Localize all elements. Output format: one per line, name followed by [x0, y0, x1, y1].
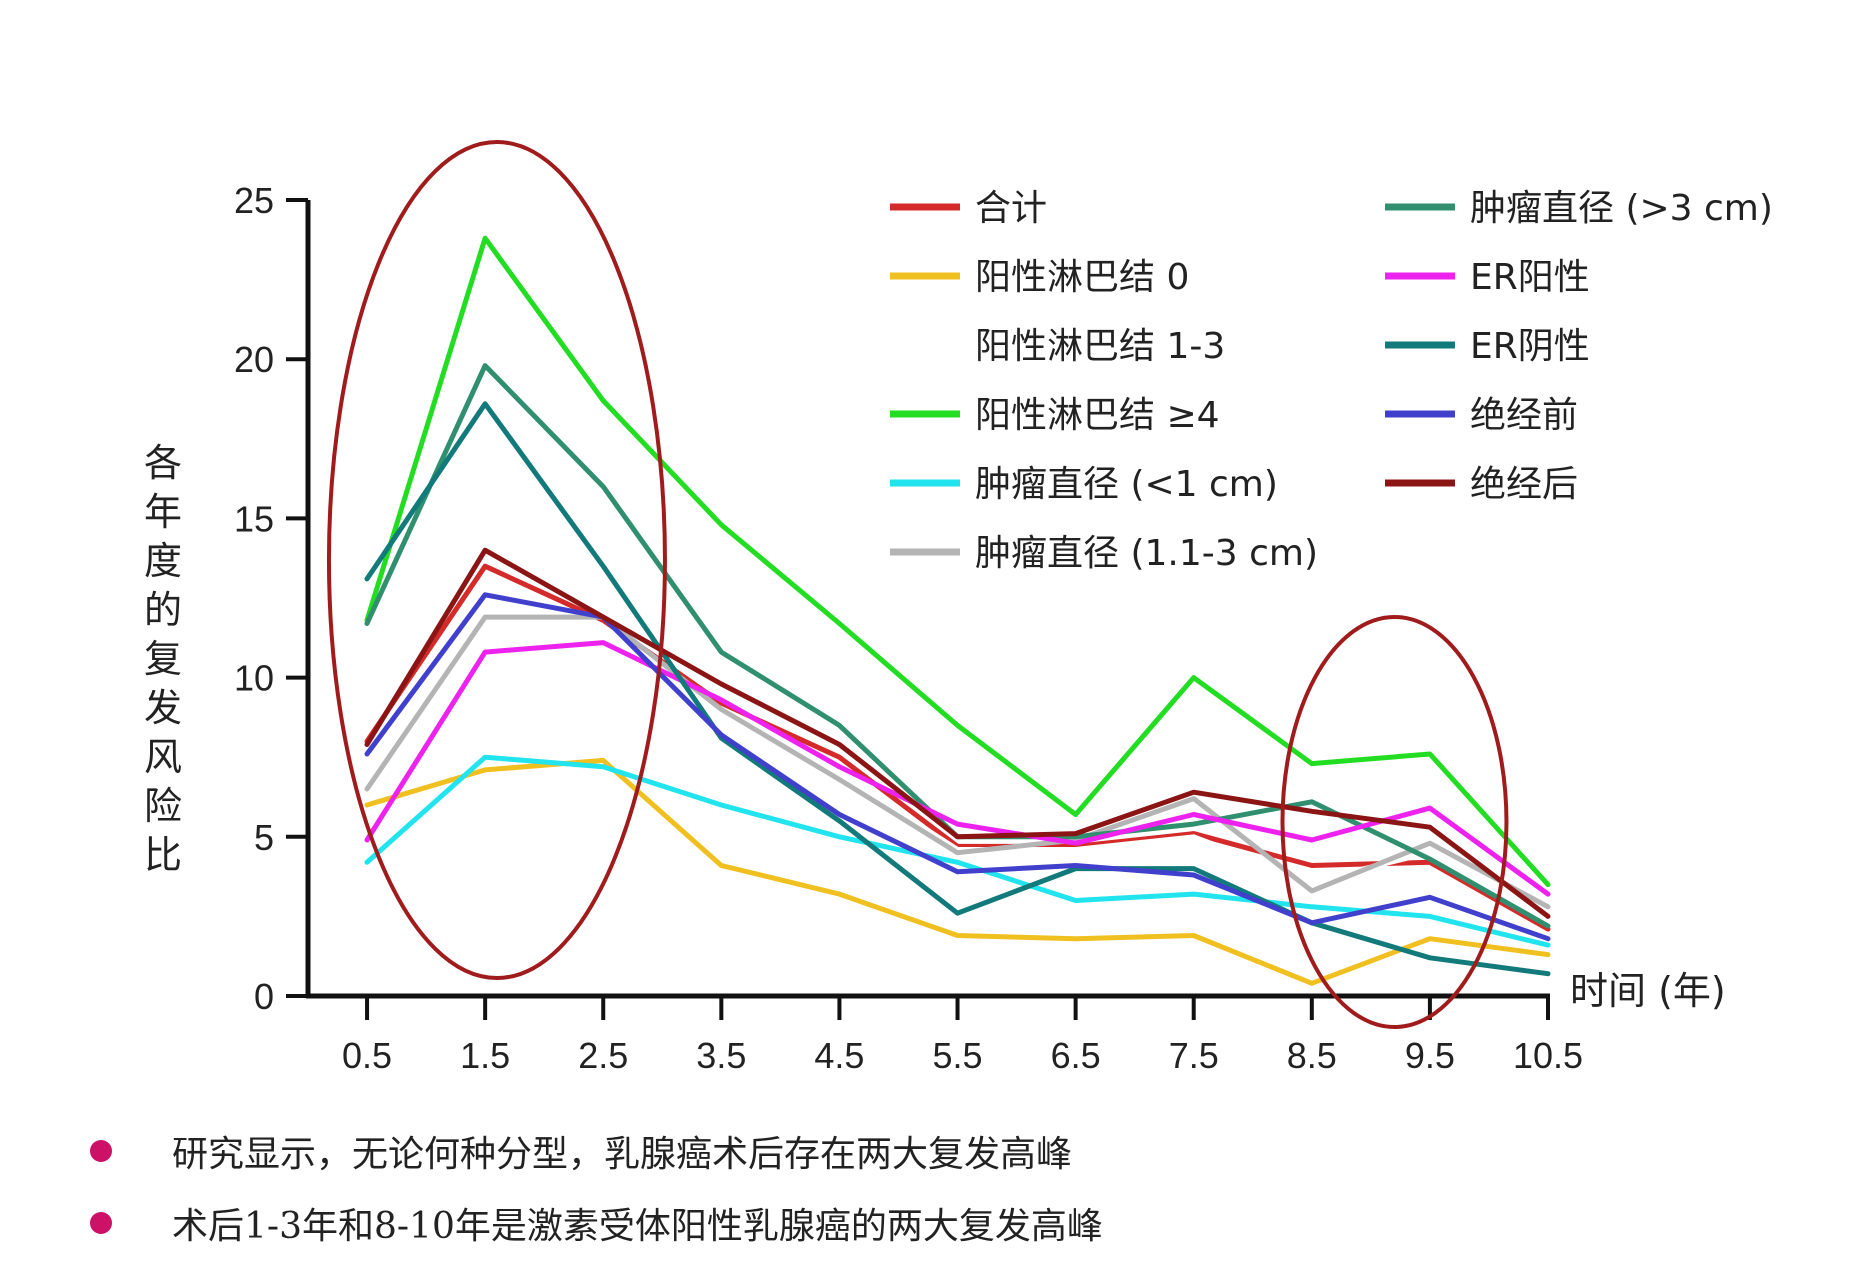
legend-label: 绝经后 — [1470, 464, 1578, 505]
y-axis-title: 各年度的复发风险比 — [144, 441, 182, 877]
axes — [305, 200, 1550, 999]
legend-label: ER阴性 — [1470, 326, 1590, 367]
series-line-5 — [364, 754, 1551, 948]
legend-label: 阳性淋巴结 0 — [975, 257, 1189, 298]
late-peak-ellipse — [1280, 615, 1509, 1029]
y-tick-label: 20 — [234, 339, 274, 380]
series-line-9 — [364, 401, 1551, 977]
y-axis-title-char: 险 — [144, 784, 182, 828]
x-tick-label: 3.5 — [696, 1035, 746, 1076]
y-axis-title-char: 度 — [144, 539, 182, 583]
series-line-8 — [364, 640, 1551, 897]
x-tick-label: 5.5 — [933, 1035, 983, 1076]
y-axis-title-char: 年 — [144, 490, 182, 534]
note-text: 研究显示，无论何种分型，乳腺癌术后存在两大复发高峰 — [172, 1134, 1073, 1175]
series-line-11 — [364, 547, 1551, 919]
y-tick-label: 25 — [234, 180, 274, 221]
y-tick-label: 15 — [234, 498, 274, 539]
x-tick-label: 7.5 — [1169, 1035, 1219, 1076]
legend-label: 阳性淋巴结 1-3 — [975, 326, 1225, 367]
legend-label: 合计 — [975, 188, 1047, 229]
series-line-1 — [364, 563, 1551, 932]
y-axis-title-char: 各 — [144, 441, 182, 485]
x-tick-label: 6.5 — [1051, 1035, 1101, 1076]
series-line-6 — [364, 614, 1551, 910]
x-tick-label: 1.5 — [460, 1035, 510, 1076]
series-line-4 — [364, 235, 1551, 888]
x-tick-label: 9.5 — [1405, 1035, 1455, 1076]
axis-ticks: 0 5 10 15 20 25 0.5 1.5 2.5 3.5 4.5 5.5 6.5 7.5 8.5 9.5… — [234, 180, 1583, 1076]
legend-label: 阳性淋巴结 ≥4 — [975, 395, 1220, 436]
legend-label: 肿瘤直径 (>3 cm) — [1470, 188, 1773, 229]
series-line-3 — [364, 595, 1551, 926]
x-tick-label: 0.5 — [342, 1035, 392, 1076]
y-axis-title-char: 复 — [144, 637, 182, 681]
legend-label: ER阳性 — [1470, 257, 1590, 298]
bullet-dot-icon — [90, 1212, 112, 1234]
y-tick-label: 0 — [254, 976, 274, 1017]
note-item: 研究显示，无论何种分型，乳腺癌术后存在两大复发高峰 — [90, 1115, 1490, 1187]
series-lines — [364, 235, 1551, 986]
bullet-dot-icon — [90, 1140, 112, 1162]
early-peak-ellipse — [326, 140, 667, 980]
y-axis-title-char: 风 — [144, 735, 182, 779]
x-axis-title: 时间 (年) — [1570, 969, 1726, 1013]
series-line-10 — [364, 592, 1551, 942]
y-tick-label: 10 — [234, 658, 274, 699]
x-tick-label: 10.5 — [1513, 1035, 1583, 1076]
notes: 研究显示，无论何种分型，乳腺癌术后存在两大复发高峰 术后1-3年和8-10年是激… — [90, 1115, 1490, 1259]
y-axis-title-char: 发 — [144, 686, 182, 730]
legend-label: 绝经前 — [1470, 395, 1578, 436]
y-axis-title-char: 比 — [144, 833, 182, 877]
x-tick-label: 2.5 — [578, 1035, 628, 1076]
y-axis-title-char: 的 — [144, 588, 182, 632]
note-item: 术后1-3年和8-10年是激素受体阳性乳腺癌的两大复发高峰 — [90, 1187, 1490, 1259]
legend-label: 肿瘤直径 (1.1-3 cm) — [975, 533, 1318, 574]
legend-label: 肿瘤直径 (<1 cm) — [975, 464, 1278, 505]
x-tick-label: 4.5 — [814, 1035, 864, 1076]
y-tick-label: 5 — [254, 817, 274, 858]
note-text: 术后1-3年和8-10年是激素受体阳性乳腺癌的两大复发高峰 — [172, 1206, 1103, 1247]
x-tick-label: 8.5 — [1287, 1035, 1337, 1076]
peak-highlights — [326, 140, 1509, 1029]
